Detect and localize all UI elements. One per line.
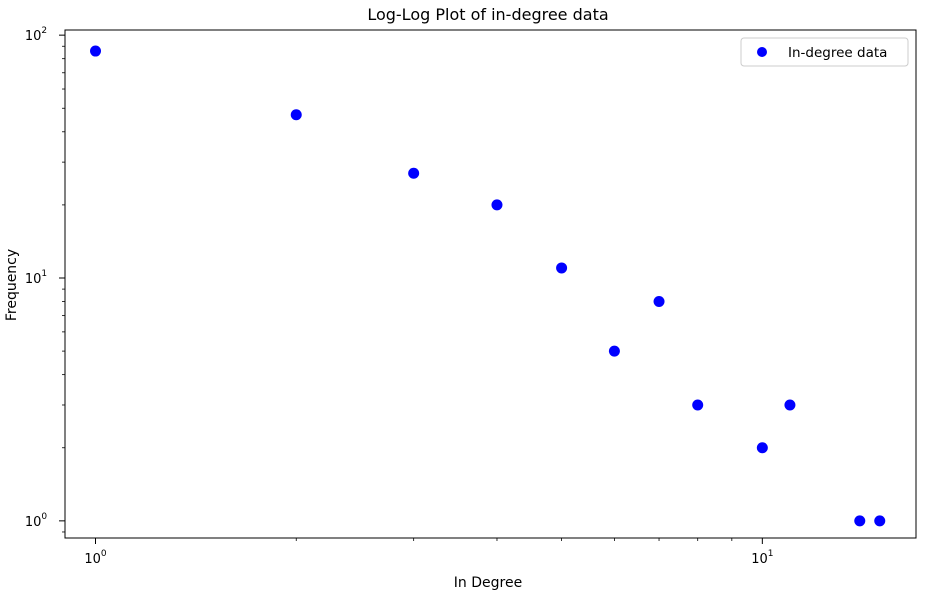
plot-area: [64, 29, 917, 539]
data-point: [608, 345, 620, 357]
data-points: [90, 45, 886, 527]
legend-label: In-degree data: [788, 45, 887, 61]
data-point: [290, 109, 302, 121]
y-tick-label: 100: [25, 512, 48, 530]
x-axis-label: In Degree: [454, 575, 522, 591]
y-tick-label: 102: [25, 26, 47, 44]
data-point: [784, 399, 796, 411]
data-point: [874, 515, 886, 527]
legend-box: [740, 37, 909, 67]
y-axis-label: Frequency: [4, 249, 20, 321]
data-point: [408, 167, 420, 179]
data-point: [756, 442, 768, 454]
chart-title: Log-Log Plot of in-degree data: [367, 5, 608, 24]
x-axis-ticks: 100 101: [84, 538, 773, 567]
x-tick-label: 101: [751, 549, 773, 567]
data-point: [491, 199, 503, 211]
legend: In-degree data: [740, 37, 909, 67]
data-point: [556, 262, 568, 274]
data-point: [653, 296, 665, 308]
y-axis-ticks: 100 101 102: [25, 26, 65, 533]
data-point: [692, 399, 704, 411]
x-tick-label: 100: [84, 549, 107, 567]
data-point: [854, 515, 866, 527]
y-tick-label: 101: [25, 269, 47, 287]
legend-marker: [757, 47, 767, 57]
data-point: [90, 45, 102, 57]
